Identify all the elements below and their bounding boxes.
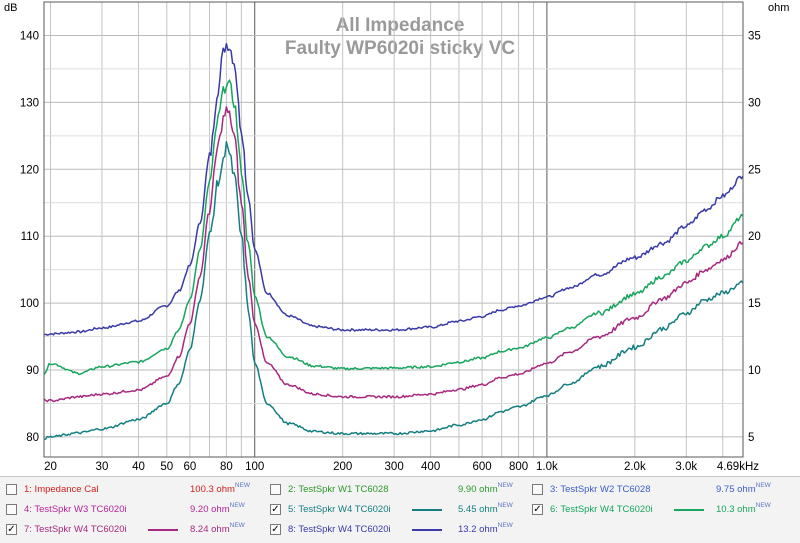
x-tick-label: 100: [245, 461, 264, 472]
legend-checkbox[interactable]: ✓: [532, 504, 543, 515]
legend-item[interactable]: ✓ 8: TestSpkr W4 TC6020i 13.2 ohmNEW: [270, 520, 532, 540]
x-tick-label: 4.69kHz: [717, 461, 759, 472]
y-left-tick-label: 130: [20, 97, 39, 109]
y-right-tick-label: 30: [748, 97, 761, 109]
legend-checkbox[interactable]: [532, 484, 543, 495]
legend-item[interactable]: ✓ 7: TestSpkr W4 TC6020i 8.24 ohmNEW: [6, 520, 268, 540]
chart-subtitle: Faulty WP6020i sticky VC: [285, 38, 515, 59]
y-left-tick-label: 120: [20, 164, 39, 176]
chart-title: All Impedance: [336, 15, 465, 36]
legend-new-tag: NEW: [497, 482, 513, 489]
series-line: [43, 106, 744, 403]
y-right-tick-label: 25: [748, 164, 761, 176]
y-left-tick-label: 80: [26, 432, 39, 444]
series-line: [43, 79, 744, 376]
legend-label: 1: Impedance Cal: [24, 484, 99, 495]
legend-item[interactable]: ✓ 5: TestSpkr W4 TC6020i 5.45 ohmNEW: [270, 500, 532, 520]
legend-value: 10.3 ohmNEW: [716, 502, 771, 515]
legend-checkbox[interactable]: ✓: [270, 504, 281, 515]
x-tick-label: 300: [385, 461, 404, 472]
plot-frame: [43, 1, 744, 458]
legend-new-tag: NEW: [229, 502, 245, 509]
legend-label: 4: TestSpkr W3 TC6020i: [24, 504, 127, 515]
legend-swatch: [148, 529, 178, 531]
legend-label: 8: TestSpkr W4 TC6020i: [288, 524, 391, 535]
legend-label: 6: TestSpkr W4 TC6020i: [550, 504, 653, 515]
legend-new-tag: NEW: [755, 502, 771, 509]
y-left-tick-label: 140: [20, 30, 39, 42]
impedance-chart: All Impedance Faulty WP6020i sticky VC d…: [4, 1, 789, 472]
legend-panel: 1: Impedance Cal 100.3 ohmNEW 2: TestSpkr …: [0, 476, 800, 543]
legend-value: 9.90 ohmNEW: [458, 482, 513, 495]
y-left-tick-label: 100: [20, 298, 39, 310]
legend-value: 9.20 ohmNEW: [190, 502, 245, 515]
legend-checkbox[interactable]: ✓: [270, 524, 281, 535]
legend-label: 7: TestSpkr W4 TC6020i: [24, 524, 127, 535]
legend-label: 3: TestSpkr W2 TC6028: [550, 484, 651, 495]
legend-label: 5: TestSpkr W4 TC6020i: [288, 504, 391, 515]
legend-new-tag: NEW: [497, 502, 513, 509]
x-tick-label: 20: [44, 461, 57, 472]
legend-item[interactable]: 1: Impedance Cal 100.3 ohmNEW: [6, 480, 268, 500]
series-lines: [43, 42, 744, 441]
legend-value: 5.45 ohmNEW: [458, 502, 513, 515]
y-right-tick-label: 10: [748, 365, 761, 377]
legend-checkbox[interactable]: [6, 504, 17, 515]
y-left-unit: dB: [4, 2, 17, 14]
series-line: [43, 141, 744, 441]
series-line: [43, 42, 744, 336]
y-right-tick-label: 20: [748, 231, 761, 243]
tick-labels: 80 90 100 110 120 130 140 5 10 15 20 25 30 35 20 30 40 50…: [20, 30, 761, 472]
legend-new-tag: NEW: [755, 482, 771, 489]
legend-value: 100.3 ohmNEW: [190, 482, 251, 495]
y-right-tick-label: 35: [748, 30, 761, 42]
grid-lines: [44, 2, 743, 457]
x-tick-label: 400: [421, 461, 440, 472]
legend-swatch: [412, 529, 442, 531]
legend-checkbox[interactable]: [270, 484, 281, 495]
legend-item[interactable]: 4: TestSpkr W3 TC6020i 9.20 ohmNEW: [6, 500, 268, 520]
x-tick-label: 30: [96, 461, 109, 472]
x-tick-label: 3.0k: [675, 461, 697, 472]
y-right-tick-label: 5: [748, 432, 754, 444]
legend-swatch: [674, 509, 704, 511]
y-left-tick-label: 110: [21, 231, 39, 243]
x-tick-label: 600: [472, 461, 491, 472]
x-tick-label: 2.0k: [624, 461, 646, 472]
legend-checkbox[interactable]: ✓: [6, 524, 17, 535]
legend-new-tag: NEW: [229, 522, 245, 529]
y-left-tick-label: 90: [26, 365, 39, 377]
legend-item[interactable]: 3: TestSpkr W2 TC6028 9.75 ohmNEW: [532, 480, 794, 500]
x-tick-label: 800: [509, 461, 528, 472]
x-tick-label: 60: [184, 461, 197, 472]
y-right-tick-label: 15: [748, 298, 761, 310]
x-tick-label: 1.0k: [536, 461, 558, 472]
legend-value: 8.24 ohmNEW: [190, 522, 245, 535]
x-tick-label: 50: [160, 461, 173, 472]
legend-new-tag: NEW: [497, 522, 513, 529]
legend-value: 13.2 ohmNEW: [458, 522, 513, 535]
legend-swatch: [412, 509, 442, 511]
legend-item[interactable]: 2: TestSpkr W1 TC6028 9.90 ohmNEW: [270, 480, 532, 500]
legend-new-tag: NEW: [234, 482, 251, 489]
legend-value: 9.75 ohmNEW: [716, 482, 771, 495]
legend-checkbox[interactable]: [6, 484, 17, 495]
legend-label: 2: TestSpkr W1 TC6028: [288, 484, 389, 495]
x-tick-label: 80: [220, 461, 233, 472]
y-right-unit: ohm: [768, 2, 789, 14]
x-tick-label: 40: [132, 461, 145, 472]
x-tick-label: 200: [333, 461, 352, 472]
legend-item[interactable]: ✓ 6: TestSpkr W4 TC6020i 10.3 ohmNEW: [532, 500, 794, 520]
